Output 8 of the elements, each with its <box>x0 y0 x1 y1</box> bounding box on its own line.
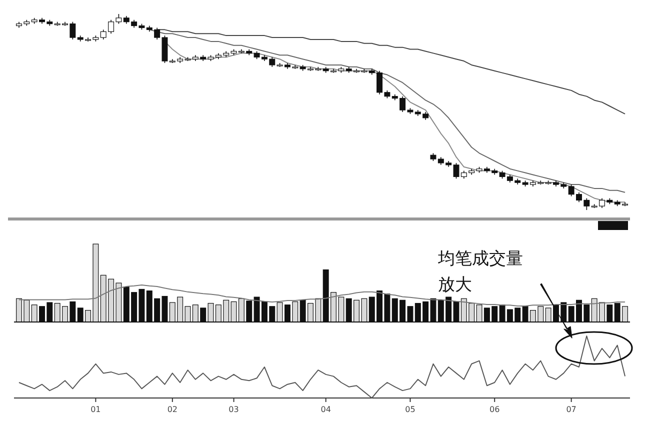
x-tick-label: 02 <box>167 405 178 414</box>
x-tick-label: 04 <box>320 405 331 414</box>
x-tick-label: 07 <box>566 405 576 414</box>
annotation: 均笔成交量放大 <box>437 249 523 295</box>
x-tick-label: 01 <box>90 405 101 414</box>
x-tick-label: 03 <box>228 405 239 414</box>
x-tick-label: 06 <box>490 405 500 414</box>
x-tick-label: 05 <box>405 405 416 414</box>
